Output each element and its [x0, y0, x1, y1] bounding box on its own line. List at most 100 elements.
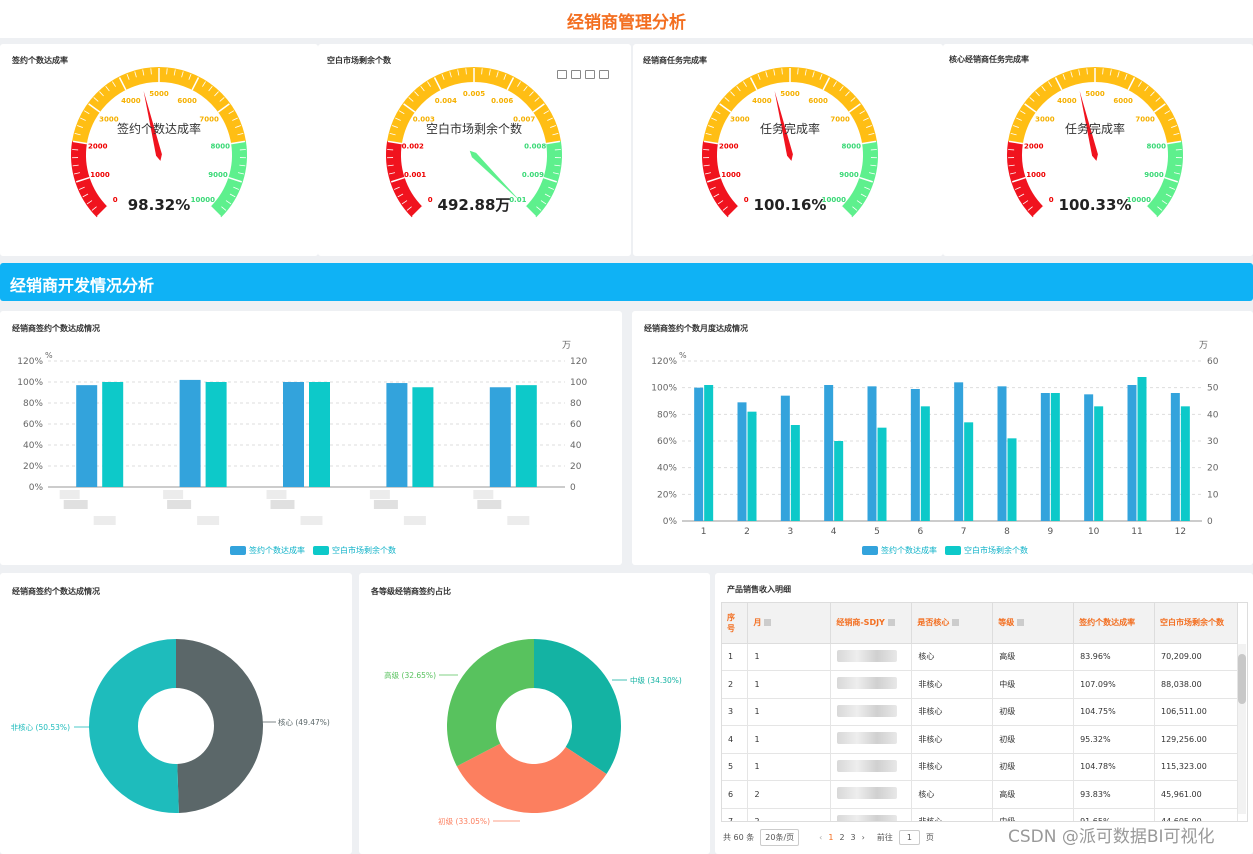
bar-remaining[interactable]	[834, 441, 844, 521]
gauge-tick	[232, 117, 238, 121]
donut-label: 中级 (34.30%)	[630, 675, 682, 685]
table-row[interactable]: 3 1 非核心 初级 104.75% 106,511.00	[722, 698, 1238, 726]
bar-rate[interactable]	[76, 385, 98, 487]
bar-remaining[interactable]	[1094, 406, 1104, 521]
filter-icon[interactable]	[1017, 619, 1025, 627]
legend-item[interactable]: 签约个数达成率	[230, 545, 305, 556]
bar-remaining[interactable]	[1137, 377, 1147, 521]
col-header-dealer[interactable]: 经销商-SDJY	[830, 603, 913, 644]
table-row[interactable]: 4 1 非核心 初级 95.32% 129,256.00	[722, 725, 1238, 754]
filter-icon[interactable]	[952, 619, 960, 627]
table-row[interactable]: 2 1 非核心 中级 107.09% 88,038.00	[722, 670, 1238, 699]
gauge-tick	[457, 69, 460, 76]
donut-slice[interactable]	[88, 639, 179, 813]
bar-remaining[interactable]	[515, 385, 537, 487]
gauge-tick-label: 2000	[719, 142, 739, 150]
bar-remaining[interactable]	[790, 425, 800, 521]
bar-rate[interactable]	[1170, 393, 1180, 521]
y-unit: %	[679, 351, 687, 360]
gauge-tick	[77, 125, 83, 128]
bar-remaining[interactable]	[704, 385, 714, 521]
bar-rate[interactable]	[386, 383, 408, 487]
bar-rate[interactable]	[1084, 394, 1094, 521]
goto-page-input[interactable]: 1	[898, 830, 920, 845]
gauge-tick	[708, 125, 714, 128]
bar-rate[interactable]	[954, 382, 964, 521]
legend-item[interactable]: 签约个数达成率	[862, 545, 937, 556]
table-cell: 4	[722, 725, 749, 754]
bar-rate[interactable]	[737, 402, 747, 521]
table-row[interactable]: 6 2 核心 高级 93.83% 45,961.00	[722, 780, 1238, 809]
table-scrollbar[interactable]	[1238, 644, 1246, 814]
col-header-level[interactable]: 等级	[992, 603, 1075, 644]
bar-rate[interactable]	[824, 385, 834, 521]
gauge-tick	[1173, 132, 1180, 136]
bar-remaining[interactable]	[1050, 393, 1060, 521]
gauge-tick	[82, 193, 89, 198]
gauge-tick	[548, 186, 555, 190]
gauge-tick-label: 7000	[1135, 116, 1155, 124]
bar-rate[interactable]	[997, 386, 1007, 521]
bar-remaining[interactable]	[412, 387, 434, 487]
gauge-value: 100.16%	[754, 196, 827, 214]
donut-slice[interactable]	[534, 639, 621, 774]
page-size-select[interactable]: 20条/页	[760, 829, 800, 846]
bar-remaining[interactable]	[1007, 438, 1017, 521]
next-page-icon[interactable]: ›	[861, 833, 865, 842]
gauge-tick	[1144, 86, 1149, 92]
bar-remaining[interactable]	[747, 411, 757, 521]
scrollbar-thumb[interactable]	[1238, 654, 1246, 704]
donut-slice[interactable]	[447, 639, 534, 767]
data-zoom-icon[interactable]	[557, 70, 567, 79]
page-2[interactable]: 2	[839, 833, 845, 842]
donut-slice[interactable]	[176, 639, 263, 813]
bar-rate[interactable]	[283, 382, 304, 487]
data-view-icon[interactable]	[571, 70, 581, 79]
bar-rate[interactable]	[489, 387, 511, 487]
gauge-tick	[868, 132, 875, 136]
y2-tick-label: 20	[570, 462, 582, 472]
x-tick-label: 10	[1088, 527, 1100, 537]
restore-icon[interactable]	[585, 70, 595, 79]
bar-rate[interactable]	[867, 386, 877, 521]
page-3[interactable]: 3	[850, 833, 856, 842]
page-1[interactable]: 1	[828, 833, 834, 842]
gauge-tick	[395, 117, 401, 121]
gauge-tick	[552, 172, 559, 175]
bar-remaining[interactable]	[920, 406, 930, 521]
bar-rate[interactable]	[1040, 393, 1050, 521]
bar-rate[interactable]	[179, 379, 201, 487]
col-header-remaining[interactable]: 空白市场剩余个数	[1154, 603, 1238, 644]
table-row[interactable]: 1 1 核心 高级 83.96% 70,209.00	[722, 643, 1238, 671]
bar-remaining[interactable]	[1180, 406, 1190, 521]
bar-remaining[interactable]	[877, 427, 887, 521]
donut-slice[interactable]	[456, 743, 607, 813]
gauge-tick	[1029, 97, 1035, 102]
table-row[interactable]: 7 2 非核心 中级 91.65% 44,605.00	[722, 808, 1238, 821]
bar-remaining[interactable]	[102, 382, 124, 487]
filter-icon[interactable]	[887, 619, 895, 627]
bar-rate[interactable]	[780, 395, 790, 521]
table-row[interactable]: 5 1 非核心 初级 104.78% 115,323.00	[722, 753, 1238, 781]
legend-item[interactable]: 空白市场剩余个数	[313, 545, 396, 556]
bar-remaining[interactable]	[205, 382, 227, 487]
filter-icon[interactable]	[764, 619, 772, 627]
gauge-tick	[1117, 71, 1120, 78]
table-cell: 44,605.00	[1154, 808, 1238, 821]
bar-remaining[interactable]	[964, 422, 974, 521]
bar-rate[interactable]	[694, 387, 704, 521]
legend-item[interactable]: 空白市场剩余个数	[945, 545, 1028, 556]
bar-remaining[interactable]	[309, 382, 330, 487]
table-cell: 83.96%	[1073, 643, 1155, 671]
goto-label: 前往	[876, 833, 893, 842]
col-header-core[interactable]: 是否核心	[911, 603, 994, 644]
table-cell: 107.09%	[1073, 670, 1155, 699]
bar-rate[interactable]	[1127, 385, 1137, 521]
prev-page-icon[interactable]: ‹	[819, 833, 823, 842]
col-header-rate[interactable]: 签约个数达成率	[1073, 603, 1155, 644]
gauge-center-label: 空白市场剩余个数	[426, 121, 522, 136]
save-image-icon[interactable]	[599, 70, 609, 79]
gauge-tick	[414, 91, 419, 97]
col-header-month[interactable]: 月	[747, 603, 832, 644]
bar-rate[interactable]	[910, 389, 920, 521]
